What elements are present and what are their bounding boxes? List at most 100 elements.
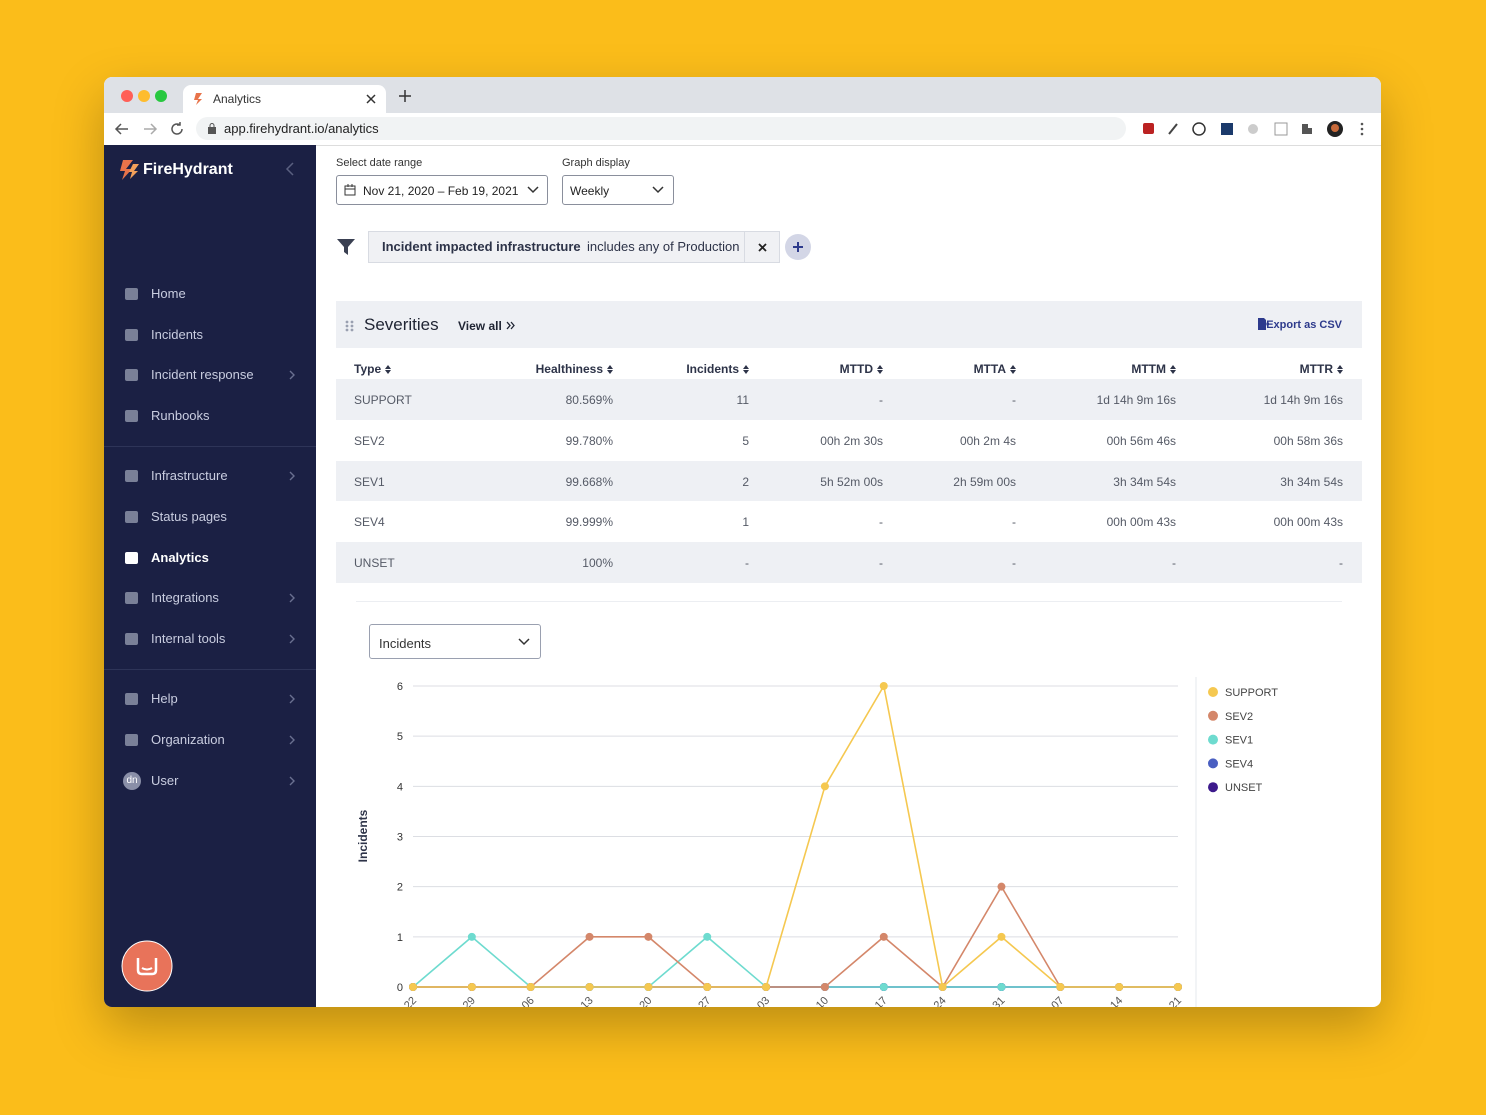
data-point xyxy=(1115,983,1124,991)
chevron-path xyxy=(289,776,295,786)
view-all-link[interactable]: View all xyxy=(458,319,502,333)
x-tick-label: 22 xyxy=(402,995,419,1007)
sort-icon xyxy=(1337,365,1343,374)
sort-icon xyxy=(743,365,749,374)
sort-arrows xyxy=(1337,365,1343,374)
chevron-down xyxy=(652,186,664,194)
x-tick-label: 31 xyxy=(990,995,1007,1007)
nav-buttons[interactable] xyxy=(114,121,184,137)
data-point xyxy=(820,782,829,791)
x-tick-label: 03 xyxy=(755,995,772,1007)
column-header[interactable]: Type xyxy=(354,362,392,376)
legend-swatch xyxy=(1208,710,1218,721)
graph-display-value: Weekly xyxy=(570,184,610,198)
chevron-right xyxy=(289,370,295,380)
x-tick-label: 14 xyxy=(1108,995,1125,1007)
sort-arrows xyxy=(743,365,749,374)
nav-item[interactable]: Status pages xyxy=(104,502,316,532)
nav-item[interactable]: Analytics xyxy=(104,543,316,573)
data-point xyxy=(585,983,594,991)
calendar-icon xyxy=(344,184,356,196)
sort-arrows xyxy=(1010,365,1016,374)
column-header[interactable]: MTTD xyxy=(840,362,883,376)
date-range-picker[interactable]: Nov 21, 2020 – Feb 19, 2021 xyxy=(336,175,548,205)
nav-item[interactable]: Runbooks xyxy=(104,401,316,431)
nav-label: Analytics xyxy=(151,549,209,565)
nav-label: Internal tools xyxy=(151,630,226,646)
window-controls[interactable] xyxy=(104,77,184,113)
nav-item[interactable]: Incidents xyxy=(104,320,316,350)
url-field[interactable]: app.firehydrant.io/analytics xyxy=(196,117,1126,140)
y-tick-label: 2 xyxy=(397,882,403,894)
data-point xyxy=(703,983,712,991)
nav-item[interactable]: Incident response xyxy=(104,360,316,390)
drag-handle[interactable] xyxy=(345,320,354,332)
column-header[interactable]: MTTM xyxy=(1131,362,1176,376)
remove-filter[interactable] xyxy=(758,243,767,252)
collapse-button[interactable] xyxy=(285,162,295,176)
nav-item[interactable]: Integrations xyxy=(104,583,316,613)
header-text: MTTR xyxy=(1299,362,1333,376)
sort-icon xyxy=(1170,365,1176,374)
table-cell: 1d 14h 9m 16s xyxy=(1263,393,1343,407)
add-filter[interactable] xyxy=(784,233,812,261)
filter-icon xyxy=(337,239,355,255)
nav-item[interactable]: Internal tools xyxy=(104,624,316,654)
divider xyxy=(356,601,1342,602)
data-point xyxy=(997,983,1006,991)
legend-swatch xyxy=(1208,734,1218,745)
date-range-label: Select date range xyxy=(336,157,423,169)
filter-chip[interactable]: Incident impacted infrastructure include… xyxy=(368,231,780,263)
header-text: MTTM xyxy=(1131,362,1166,376)
nav-item[interactable]: Organization xyxy=(104,725,316,755)
table-cell: - xyxy=(1339,556,1343,571)
column-header[interactable]: Healthiness xyxy=(536,362,613,376)
graph-display-select[interactable]: Weekly xyxy=(562,175,674,205)
y-tick-label: 4 xyxy=(397,781,403,793)
tab[interactable]: Analytics xyxy=(183,85,386,113)
new-tab[interactable] xyxy=(399,90,411,102)
nav-item[interactable]: Help xyxy=(104,684,316,714)
table-cell: 3h 34m 54s xyxy=(1280,474,1343,489)
column-header[interactable]: MTTA xyxy=(974,362,1016,376)
chevron-right xyxy=(289,593,295,603)
series-line xyxy=(412,935,1178,988)
legend-label: SEV1 xyxy=(1225,735,1253,747)
legend-swatch xyxy=(1208,782,1218,793)
sidebar: FireHydrant Home Incidents Incident respon… xyxy=(104,145,316,1007)
column-header[interactable]: MTTR xyxy=(1300,362,1343,376)
x-tick-label: 07 xyxy=(1049,995,1066,1007)
metric-select[interactable]: Incidents xyxy=(369,624,541,659)
header-text: MTTA xyxy=(973,362,1006,376)
extension-icons[interactable] xyxy=(1139,120,1369,138)
line-chart: 0 1 2 3 4 5 6 Incidents 22 29 06 13 20 27 03 10 17 24 31 07… xyxy=(356,677,1278,1007)
table-row xyxy=(336,460,1362,502)
sort-arrows xyxy=(877,365,883,374)
nav-label: Runbooks xyxy=(151,407,210,423)
nav-label: Incident response xyxy=(151,367,254,383)
sort-arrows xyxy=(1170,365,1176,374)
nav-item[interactable]: Infrastructure xyxy=(104,461,316,491)
user-avatar: dn xyxy=(123,771,141,790)
double-chevron xyxy=(506,321,515,330)
table-cell: - xyxy=(1172,556,1176,571)
table-row xyxy=(336,379,1362,420)
table-cell: 1d 14h 9m 16s xyxy=(1096,393,1176,407)
tab-close[interactable] xyxy=(366,94,376,104)
nav-icon xyxy=(125,369,138,382)
nav-item[interactable]: Home xyxy=(104,279,316,309)
chat-launcher[interactable] xyxy=(121,940,173,992)
address-bar: app.firehydrant.io/analytics xyxy=(104,113,1381,146)
nav-label: Status pages xyxy=(151,509,227,524)
export-csv[interactable]: Export as CSV xyxy=(1266,319,1342,331)
data-point xyxy=(644,932,653,941)
sort-icon xyxy=(877,365,883,374)
x-tick-label: 29 xyxy=(461,995,478,1007)
y-tick-label: 3 xyxy=(397,832,403,844)
nav-item[interactable]: dn User xyxy=(104,766,316,796)
nav-icon xyxy=(125,632,138,645)
header-text: Healthiness xyxy=(535,362,603,376)
x-tick-label: 13 xyxy=(579,995,596,1007)
chevron-right xyxy=(289,471,295,481)
column-header[interactable]: Incidents xyxy=(686,362,749,376)
